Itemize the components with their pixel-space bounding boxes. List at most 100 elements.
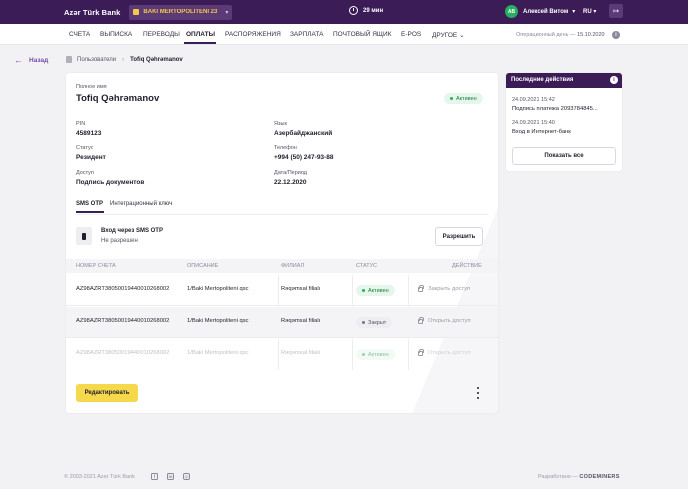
show-all-button[interactable]: Показать все bbox=[512, 147, 616, 165]
user-menu[interactable]: АВ Алексей Витом ▾ bbox=[505, 5, 575, 18]
back-button[interactable]: ← Назад bbox=[14, 55, 48, 65]
linkedin-icon[interactable]: in bbox=[167, 473, 174, 480]
chevron-down-icon: ▾ bbox=[593, 9, 597, 15]
copyright: © 2003-2021 Azər Türk Bank bbox=[64, 474, 135, 480]
operational-day-label: Операционный день — bbox=[516, 32, 576, 38]
action-label: Открыть доступ bbox=[428, 318, 471, 324]
table-row[interactable]: AZ98AZRT38050019440010268002 1/Baki Mert… bbox=[66, 307, 498, 338]
status-badge-label: Активен bbox=[368, 287, 389, 294]
access-label: Доступ bbox=[76, 170, 94, 176]
nav-item-epos[interactable]: E-POS bbox=[401, 31, 422, 38]
chevron-down-icon: ▾ bbox=[572, 9, 576, 15]
panel-title: Последние действия bbox=[511, 77, 574, 83]
operational-day-date: 15.10.2020 bbox=[577, 32, 605, 38]
status-badge: Активен bbox=[444, 93, 483, 104]
language-value: Азербайджанский bbox=[274, 130, 333, 137]
lock-icon bbox=[418, 284, 424, 292]
status-badge: Закрыт bbox=[356, 317, 393, 328]
branch: Rəqəmsal filialı bbox=[281, 318, 321, 324]
nav-item-statement[interactable]: ВЫПИСКА bbox=[100, 31, 133, 38]
user-details-card: Полное имя Tofiq Qəhrəmanov Активен PIN … bbox=[66, 73, 498, 413]
branch: Rəqəmsal filialı bbox=[281, 350, 321, 356]
language-code: RU bbox=[583, 9, 592, 15]
table-row[interactable]: AZ98AZRT38050019440010268002 1/Baki Mert… bbox=[66, 339, 498, 370]
info-icon[interactable]: i bbox=[612, 31, 620, 39]
bank-logo[interactable]: Azər Türk Bank bbox=[64, 7, 121, 17]
recent-action-text: Подпись платежа 2093784845... bbox=[512, 106, 598, 112]
account-number: AZ98AZRT38050019440010268002 bbox=[76, 286, 170, 292]
active-tab-indicator bbox=[184, 42, 216, 44]
session-timer-value: 29 мин bbox=[363, 7, 384, 14]
info-icon[interactable]: i bbox=[610, 76, 618, 84]
more-options-icon[interactable] bbox=[476, 387, 480, 399]
tab-sms-otp[interactable]: SMS OTP bbox=[76, 201, 104, 207]
instagram-icon[interactable]: ◎ bbox=[183, 473, 190, 480]
phone-value: +994 (50) 247-93-88 bbox=[274, 154, 334, 161]
account-number: AZ98AZRT38050019440010268002 bbox=[76, 350, 170, 356]
nav-item-transfers[interactable]: ПЕРЕВОДЫ bbox=[143, 31, 180, 38]
stopwatch-icon bbox=[349, 6, 358, 15]
avatar: АВ bbox=[505, 5, 518, 18]
sms-otp-title: Вход через SMS OTP bbox=[101, 228, 163, 234]
date-value: 22.12.2020 bbox=[274, 179, 307, 186]
main-nav: СЧЕТА ВЫПИСКА ПЕРЕВОДЫ ОПЛАТЫ РАСПОРЯЖЕН… bbox=[0, 24, 688, 45]
language-selector[interactable]: RU ▾ bbox=[583, 8, 596, 15]
status-dot bbox=[362, 289, 365, 292]
arrow-left-icon: ← bbox=[14, 55, 23, 65]
phone-label: Телефон bbox=[274, 145, 297, 151]
open-access-action[interactable]: Открыть доступ bbox=[418, 348, 471, 356]
status-badge: Активен bbox=[356, 349, 395, 360]
lock-icon bbox=[418, 348, 424, 356]
pin-value: 4589123 bbox=[76, 130, 102, 137]
recent-action-date: 24.09.2021 15:40 bbox=[512, 120, 555, 126]
nav-item-orders[interactable]: РАСПОРЯЖЕНИЯ bbox=[225, 31, 281, 38]
developer-name[interactable]: CODEMINERS bbox=[579, 474, 620, 480]
open-access-action[interactable]: Открыть доступ bbox=[418, 316, 471, 324]
branch: Rəqəmsal filialı bbox=[281, 286, 321, 292]
description: 1/Baki Mertopoliteni qsc bbox=[187, 286, 249, 292]
status-dot bbox=[362, 321, 365, 324]
column-divider bbox=[408, 339, 409, 370]
nav-item-salary[interactable]: ЗАРПЛАТА bbox=[290, 31, 324, 38]
date-label: Дата/Период bbox=[274, 170, 307, 176]
sms-otp-status: Не разрешен bbox=[101, 238, 138, 244]
action-label: Закрыть доступ bbox=[428, 286, 471, 292]
recent-action-text: Вход в Интернет-банк bbox=[512, 129, 571, 135]
nav-item-other-label: ДРУГОЕ bbox=[432, 32, 458, 39]
developer-credit: Разработано — CODEMINERS bbox=[538, 474, 620, 480]
table-row[interactable]: AZ98AZRT38050019440010268002 1/Baki Mert… bbox=[66, 275, 498, 306]
nav-item-mailbox[interactable]: ПОЧТОВЫЙ ЯЩИК bbox=[333, 31, 392, 38]
back-label: Назад bbox=[29, 56, 49, 64]
pin-label: PIN bbox=[76, 121, 86, 127]
column-divider bbox=[352, 275, 353, 306]
column-header-branch: ФИЛИАЛ bbox=[281, 263, 305, 269]
nav-item-accounts[interactable]: СЧЕТА bbox=[69, 31, 91, 38]
breadcrumb: Пользователи › Tofiq Qəhrəmanov bbox=[66, 56, 183, 63]
column-divider bbox=[278, 275, 279, 306]
description: 1/Baki Mertopoliteni qsc bbox=[187, 350, 249, 356]
logout-button[interactable]: ↦ bbox=[609, 4, 623, 18]
status-dot bbox=[362, 353, 365, 356]
full-name: Tofiq Qəhrəmanov bbox=[76, 93, 160, 104]
nav-item-payments[interactable]: ОПЛАТЫ bbox=[186, 31, 215, 38]
status-badge-label: Активен bbox=[456, 95, 477, 102]
breadcrumb-users[interactable]: Пользователи bbox=[77, 56, 117, 63]
company-name: BAKI MERTOPOLITENI 23 bbox=[143, 9, 218, 15]
status-badge-label: Закрыт bbox=[368, 319, 387, 326]
company-icon bbox=[133, 9, 140, 15]
edit-button[interactable]: Редактировать bbox=[76, 384, 138, 402]
column-divider bbox=[408, 275, 409, 306]
column-header-account: НОМЕР СЧЕТА bbox=[76, 263, 116, 269]
allow-button[interactable]: Разрешить bbox=[435, 227, 483, 246]
phone-icon bbox=[76, 227, 92, 245]
column-divider bbox=[352, 339, 353, 370]
table-header: НОМЕР СЧЕТА ОПИСАНИЕ ФИЛИАЛ СТАТУС ДЕЙСТ… bbox=[66, 259, 498, 273]
facebook-icon[interactable]: f bbox=[151, 473, 158, 480]
tab-integration-key[interactable]: Интеграционный ключ bbox=[110, 201, 173, 207]
nav-item-other[interactable]: ДРУГОЕ ⌄ bbox=[432, 31, 465, 39]
top-bar: Azər Türk Bank BAKI MERTOPOLITENI 23 ▾ 2… bbox=[0, 0, 688, 24]
close-access-action[interactable]: Закрыть доступ bbox=[418, 284, 471, 292]
chevron-down-icon: ⌄ bbox=[459, 32, 465, 39]
company-selector[interactable]: BAKI MERTOPOLITENI 23 ▾ bbox=[129, 4, 233, 20]
column-divider bbox=[278, 339, 279, 370]
